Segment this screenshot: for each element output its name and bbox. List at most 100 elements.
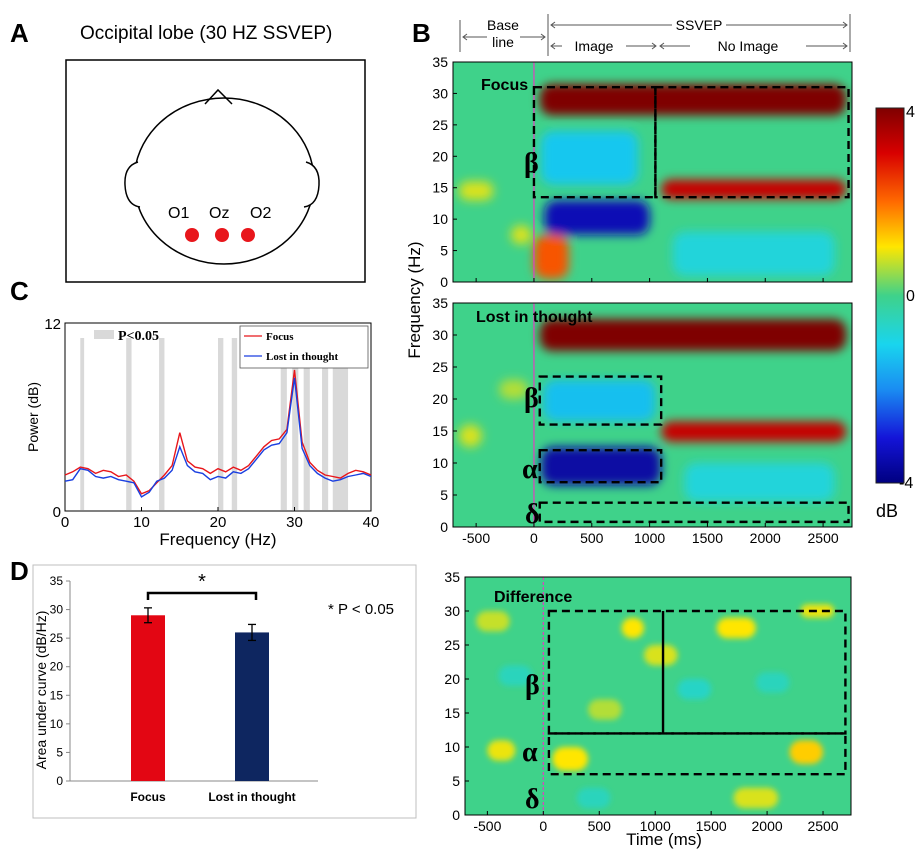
colorbar	[875, 107, 905, 484]
heatmap-blob-2-13	[576, 787, 611, 809]
d-ytick-label-7: 35	[50, 574, 64, 588]
heatmap-blob-0-4	[533, 234, 569, 279]
heatmap-blob-0-1	[661, 179, 847, 200]
b-ytick-label-0-1: 5	[440, 243, 448, 259]
b-xtick-label-1-1: 0	[530, 530, 538, 546]
heatmap-blobs-2	[476, 604, 835, 809]
b-ytick-label-2-0: 0	[452, 807, 460, 823]
b-xtick-label-2-2: 500	[588, 818, 612, 834]
b-xtick-label-2-5: 2000	[752, 818, 783, 834]
bar-ticks: 0 5 10 15 20 25 30 35	[50, 574, 70, 788]
heatmap-blob-2-12	[755, 672, 790, 693]
panel-d-letter: D	[10, 556, 29, 586]
b-xtick-label-1-0: -500	[462, 530, 490, 546]
b-ytick-label-1-2: 10	[432, 455, 448, 471]
electrode-oz	[215, 228, 229, 242]
heatmap-blob-0-5	[672, 231, 835, 276]
band-delta-diff: δ	[525, 784, 540, 815]
heatmap-blob-1-5	[458, 424, 482, 447]
electrode-label-o2: O2	[250, 205, 271, 222]
d-ytick-label-2: 10	[50, 717, 64, 731]
heatmap-blobs-0	[458, 84, 847, 279]
bar-category-1: Lost in thought	[208, 790, 295, 804]
spectrogram-difference: 0 5 10 15 20 25 30 35 -500 0 500 1000 1500 2000 2500	[444, 569, 852, 834]
sig-region-6	[292, 338, 299, 510]
d-ytick-label-6: 30	[50, 603, 64, 617]
header-baseline-2: line	[492, 34, 514, 50]
bar-category-0: Focus	[130, 790, 166, 804]
sub-label-lost: Lost in thought	[476, 309, 593, 326]
spectrogram-lost-in-thought: 0 5 10 15 20 25 30 35 -500 0 500 1000 1500 2000 2500	[432, 295, 853, 546]
heatmap-blob-2-7	[800, 604, 835, 618]
sig-bracket	[146, 591, 258, 600]
c-xtick-label-3: 30	[286, 514, 303, 531]
heatmap-blob-0-7	[510, 225, 532, 245]
heatmap-bg-2	[465, 577, 851, 815]
legend-lost: Lost in thought	[266, 351, 338, 363]
head-diagram	[124, 88, 320, 265]
timeline-header	[459, 14, 851, 56]
bar-1	[235, 632, 269, 781]
b-ytick-label-2-3: 15	[444, 705, 460, 721]
band-box-0-1	[654, 85, 850, 199]
band-beta-lost: β	[524, 383, 539, 414]
band-box-1-2	[538, 501, 850, 524]
heatmap-blob-1-6	[499, 379, 529, 399]
panel-d-ylabel: Area under curve (dB/Hz)	[33, 611, 49, 770]
heatmap-blob-2-3	[552, 747, 589, 771]
b-ytick-label-2-5: 25	[444, 637, 460, 653]
spectrum-series-1	[64, 377, 372, 498]
heatmap-blob-2-6	[498, 665, 533, 686]
electrode-o2	[241, 228, 255, 242]
band-box-2-1	[547, 732, 847, 776]
heatmap-blob-2-0	[621, 617, 645, 639]
spectrogram-frame-0	[452, 61, 853, 283]
c-ytick-label-1: 12	[44, 316, 61, 333]
b-ytick-label-0-7: 35	[432, 54, 448, 70]
panel-c-letter: C	[10, 276, 29, 306]
panel-a-letter: A	[10, 18, 29, 48]
heatmap-blob-0-0	[539, 84, 847, 116]
heatmap-0	[458, 84, 847, 279]
b-ytick-label-0-4: 20	[432, 148, 448, 164]
b-ytick-label-2-2: 10	[444, 739, 460, 755]
panel-b-ylabel: Frequency (Hz)	[405, 241, 424, 358]
d-ytick-label-4: 20	[50, 660, 64, 674]
panel-b: B Base line SSVEP Image No Image	[405, 14, 915, 849]
heatmap-blob-2-11	[644, 645, 678, 666]
spectrum-ticks: 0 10 20 30 40 0 12	[44, 316, 379, 531]
c-xtick-label-4: 40	[363, 514, 380, 531]
header-ssvep: SSVEP	[676, 17, 723, 33]
heatmap-2	[476, 604, 835, 809]
b-xtick-label-1-2: 500	[580, 530, 604, 546]
colorbar-max: 4	[906, 104, 915, 121]
bars: Focus Lost in thought	[130, 607, 296, 804]
band-box-1-1	[538, 449, 663, 484]
c-ytick-label-0: 0	[53, 504, 61, 521]
band-alpha-diff: α	[522, 737, 538, 768]
sub-label-focus: Focus	[481, 77, 528, 94]
header-image: Image	[575, 38, 614, 54]
heatmap-blob-1-0	[539, 319, 847, 351]
b-ytick-label-1-5: 25	[432, 359, 448, 375]
b-ytick-label-1-0: 0	[440, 519, 448, 535]
spectrum-series-0	[64, 369, 372, 495]
sig-region-3	[218, 338, 224, 510]
spectrogram-frame-2	[464, 576, 852, 816]
b-ytick-label-0-6: 30	[432, 85, 448, 101]
sig-region-0	[80, 338, 85, 510]
b-ytick-label-1-1: 5	[440, 487, 448, 503]
panel-d: D 0 5 10 15 20 25 30 35 Focus Lost in thought * …	[10, 556, 417, 819]
band-alpha-lost: α	[522, 454, 538, 485]
colorbar-mid: 0	[906, 288, 915, 305]
band-box-2-0	[547, 609, 847, 735]
sig-region-7	[303, 338, 310, 510]
b-ytick-label-2-7: 35	[444, 569, 460, 585]
electrode-label-o1: O1	[168, 205, 189, 222]
heatmap-blob-1-4	[684, 463, 835, 502]
sig-region-5	[280, 338, 287, 510]
b-xtick-label-1-4: 1500	[692, 530, 723, 546]
heatmap-blob-2-10	[476, 611, 510, 632]
b-ytick-label-0-0: 0	[440, 274, 448, 290]
b-xtick-label-2-6: 2500	[807, 818, 838, 834]
